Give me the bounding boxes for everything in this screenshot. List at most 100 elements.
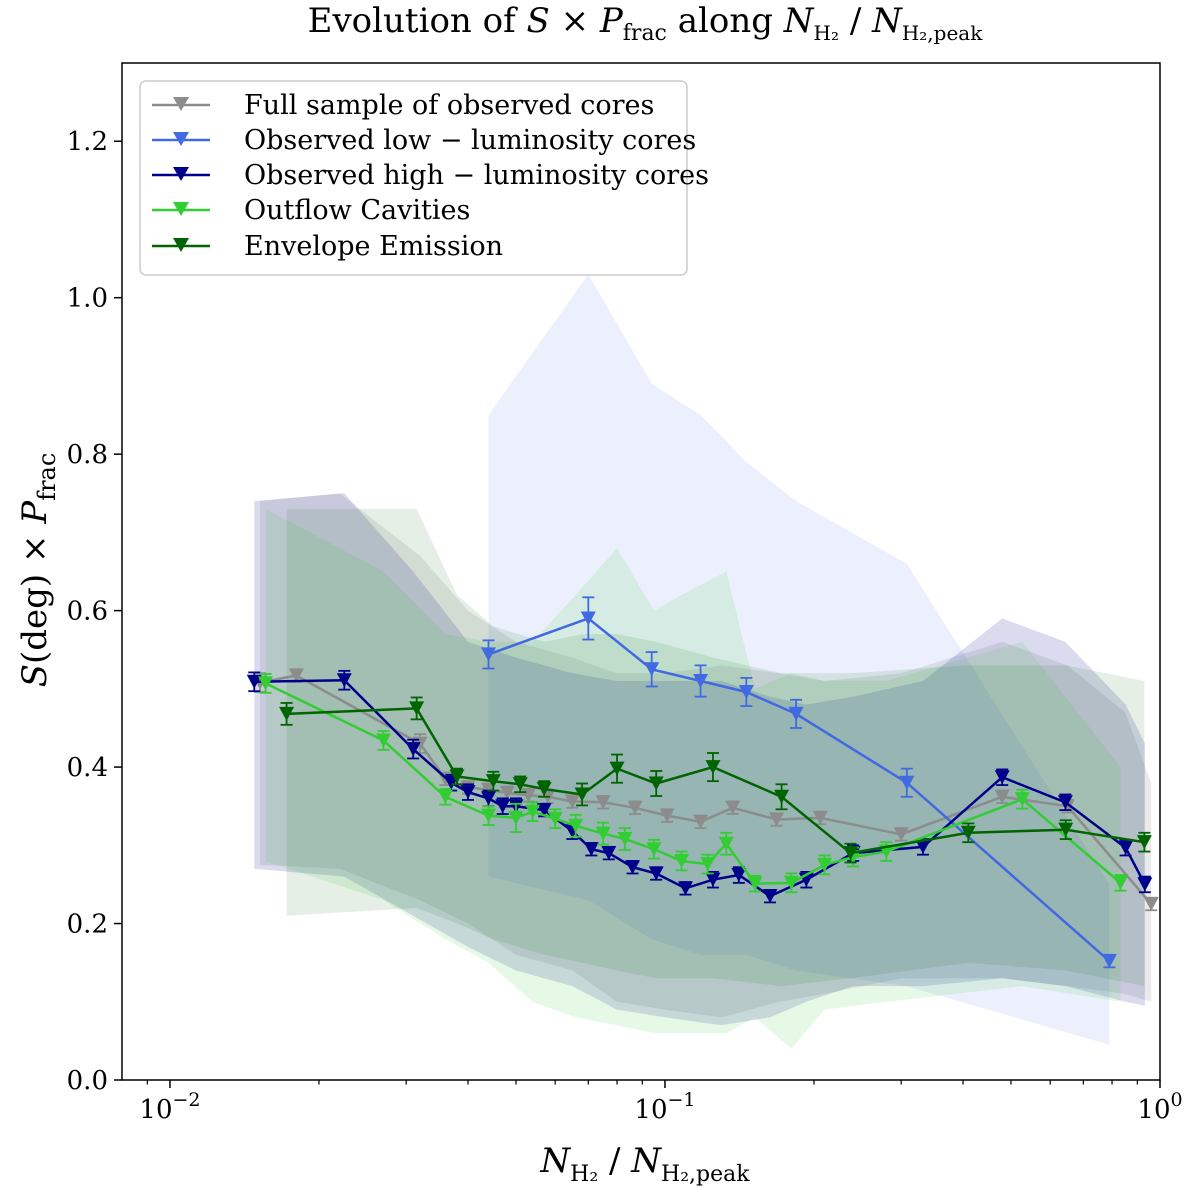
series-observed-low-luminosity-cores xyxy=(480,596,1117,969)
y-tick-label: 0.2 xyxy=(67,910,108,940)
y-tick-label: 0.4 xyxy=(67,753,108,783)
data-point-observed-high-luminosity-cores-22 xyxy=(1057,795,1073,810)
data-point-outflow-cavities-20 xyxy=(1112,875,1128,890)
x-tick-label: 100 xyxy=(1137,1089,1182,1125)
data-point-observed-low-luminosity-cores-4 xyxy=(738,684,754,699)
data-point-observed-high-luminosity-cores-13 xyxy=(648,866,664,881)
band-observed-low-luminosity-cores xyxy=(488,274,1110,1045)
x-tick-label: 10−1 xyxy=(634,1089,695,1125)
data-point-observed-high-luminosity-cores-21 xyxy=(994,770,1010,785)
data-point-outflow-cavities-8 xyxy=(595,826,611,841)
data-point-full-sample-of-observed-cores-16 xyxy=(812,810,828,825)
data-point-outflow-cavities-14 xyxy=(747,876,763,891)
data-point-outflow-cavities-4 xyxy=(508,810,524,825)
data-point-observed-low-luminosity-cores-5 xyxy=(788,706,804,721)
data-point-envelope-emission-1 xyxy=(409,701,425,716)
data-point-outflow-cavities-11 xyxy=(674,853,690,868)
data-point-observed-high-luminosity-cores-14 xyxy=(677,881,693,896)
x-axis-title: NH₂ / NH₂,peak xyxy=(539,1141,750,1187)
data-point-observed-high-luminosity-cores-10 xyxy=(583,842,599,857)
data-point-envelope-emission-6 xyxy=(574,787,590,802)
data-point-full-sample-of-observed-cores-17 xyxy=(893,827,909,842)
data-point-envelope-emission-8 xyxy=(648,776,664,791)
data-point-observed-high-luminosity-cores-8 xyxy=(536,803,552,818)
series-lines xyxy=(246,596,1159,969)
y-axis-title: S(deg) × Pfrac xyxy=(15,453,61,688)
plot-frame xyxy=(121,62,1161,1081)
data-point-observed-high-luminosity-cores-24 xyxy=(1137,877,1153,892)
band-observed-high-luminosity-cores xyxy=(254,493,1145,1026)
y-tick-label: 1.2 xyxy=(67,127,108,157)
legend-label-envelope-emission: Envelope Emission xyxy=(244,231,503,262)
confidence-bands xyxy=(254,274,1152,1049)
data-point-envelope-emission-7 xyxy=(609,761,625,776)
band-full-sample-of-observed-cores xyxy=(260,493,1152,1018)
data-point-outflow-cavities-10 xyxy=(646,842,662,857)
line-observed-low-luminosity-cores xyxy=(488,616,1111,963)
data-point-full-sample-of-observed-cores-14 xyxy=(725,800,741,815)
data-point-full-sample-of-observed-cores-11 xyxy=(627,800,643,815)
chart-title: Evolution of S × Pfrac along NH₂ / NH₂,p… xyxy=(308,1,984,46)
data-point-observed-high-luminosity-cores-1 xyxy=(336,673,352,688)
y-tick-label: 0.8 xyxy=(67,440,108,470)
data-point-full-sample-of-observed-cores-9 xyxy=(564,794,580,809)
data-point-observed-high-luminosity-cores-23 xyxy=(1118,840,1134,855)
data-point-full-sample-of-observed-cores-10 xyxy=(595,795,611,810)
data-point-full-sample-of-observed-cores-1 xyxy=(288,668,304,683)
data-point-observed-high-luminosity-cores-15 xyxy=(705,872,721,887)
data-point-full-sample-of-observed-cores-15 xyxy=(769,812,785,827)
y-tick-label: 0.6 xyxy=(67,597,108,627)
data-point-observed-high-luminosity-cores-4 xyxy=(460,785,476,800)
legend-entry-outflow-cavities: Outflow Cavities xyxy=(152,195,470,226)
data-point-full-sample-of-observed-cores-6 xyxy=(499,785,515,800)
band-envelope-emission xyxy=(286,508,1145,987)
data-point-envelope-emission-11 xyxy=(842,846,858,861)
legend-entry-high-luminosity: Observed high − luminosity cores xyxy=(152,160,709,191)
data-point-envelope-emission-0 xyxy=(279,706,295,721)
data-point-envelope-emission-9 xyxy=(705,760,721,775)
legend-entry-envelope-emission: Envelope Emission xyxy=(152,231,503,262)
data-point-outflow-cavities-15 xyxy=(783,875,799,890)
data-point-envelope-emission-12 xyxy=(960,825,976,840)
legend-label-high-luminosity: Observed high − luminosity cores xyxy=(244,160,709,191)
data-point-observed-high-luminosity-cores-2 xyxy=(405,742,421,757)
data-point-outflow-cavities-12 xyxy=(700,857,716,872)
data-point-observed-high-luminosity-cores-17 xyxy=(762,889,778,904)
y-tick-label: 1.0 xyxy=(67,284,108,314)
data-point-envelope-emission-4 xyxy=(512,777,528,792)
data-point-observed-low-luminosity-cores-1 xyxy=(580,611,596,626)
data-point-envelope-emission-2 xyxy=(449,769,465,784)
data-point-envelope-emission-3 xyxy=(485,774,501,789)
y-tick-label: 0.0 xyxy=(67,1066,108,1096)
data-point-outflow-cavities-6 xyxy=(547,811,563,826)
data-point-envelope-emission-14 xyxy=(1136,835,1152,850)
data-point-outflow-cavities-3 xyxy=(480,808,496,823)
data-point-observed-high-luminosity-cores-20 xyxy=(915,839,931,854)
data-point-envelope-emission-5 xyxy=(536,781,552,796)
data-point-full-sample-of-observed-cores-12 xyxy=(659,808,675,823)
data-point-full-sample-of-observed-cores-18 xyxy=(994,789,1010,804)
x-tick-label: 10−2 xyxy=(139,1089,200,1125)
data-point-observed-low-luminosity-cores-0 xyxy=(480,647,496,662)
data-point-observed-low-luminosity-cores-6 xyxy=(899,775,915,790)
data-point-outflow-cavities-0 xyxy=(258,676,274,691)
data-point-observed-high-luminosity-cores-11 xyxy=(601,846,617,861)
data-point-envelope-emission-13 xyxy=(1058,822,1074,837)
legend-marker-envelope-emission xyxy=(173,238,189,252)
data-point-observed-high-luminosity-cores-5 xyxy=(480,791,496,806)
data-point-observed-high-luminosity-cores-12 xyxy=(625,860,641,875)
data-point-outflow-cavities-9 xyxy=(617,832,633,847)
legend-entry-full-sample: Full sample of observed cores xyxy=(152,90,654,121)
legend-label-low-luminosity: Observed low − luminosity cores xyxy=(244,125,696,156)
data-point-full-sample-of-observed-cores-20 xyxy=(1143,896,1159,911)
axes: 0.0 0.2 0.4 0.6 0.8 1.0 1.2 10−2 10−1 100 xyxy=(67,62,1183,1125)
data-point-outflow-cavities-1 xyxy=(376,733,392,748)
legend-marker-high-luminosity xyxy=(173,167,189,181)
legend-entry-low-luminosity: Observed low − luminosity cores xyxy=(152,125,696,156)
data-point-observed-low-luminosity-cores-2 xyxy=(644,662,660,677)
data-point-full-sample-of-observed-cores-13 xyxy=(693,814,709,829)
data-point-observed-high-luminosity-cores-0 xyxy=(246,674,262,689)
data-point-observed-high-luminosity-cores-16 xyxy=(731,868,747,883)
data-point-outflow-cavities-7 xyxy=(568,818,584,833)
